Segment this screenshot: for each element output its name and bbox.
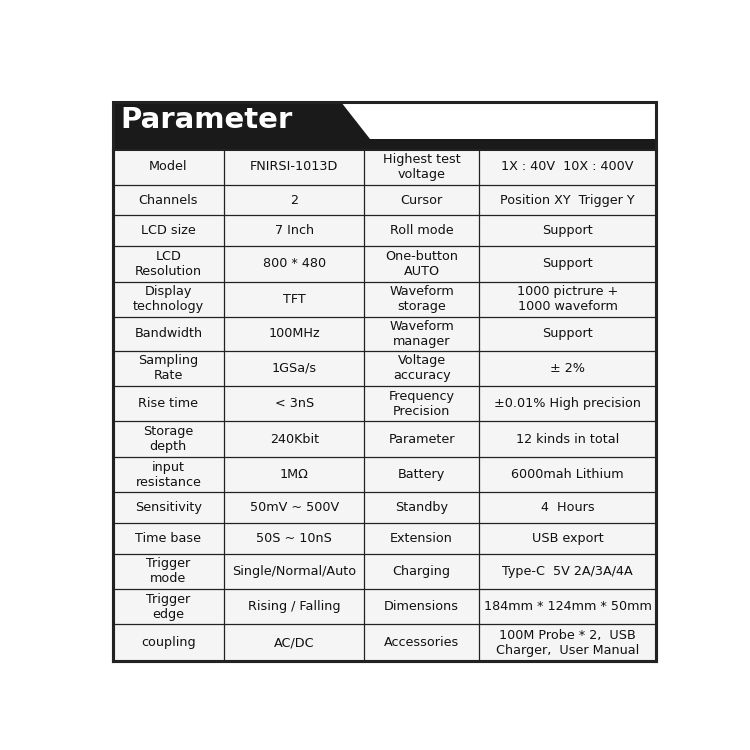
Text: coupling: coupling — [141, 637, 196, 650]
Text: 184mm * 124mm * 50mm: 184mm * 124mm * 50mm — [484, 600, 652, 613]
Text: 50mV ~ 500V: 50mV ~ 500V — [250, 501, 339, 514]
Text: ±0.01% High precision: ±0.01% High precision — [494, 398, 641, 410]
Text: Battery: Battery — [398, 468, 445, 481]
Text: Support: Support — [542, 327, 592, 340]
Text: AC/DC: AC/DC — [274, 637, 314, 650]
Text: Trigger
mode: Trigger mode — [146, 557, 190, 586]
Text: Display
technology: Display technology — [133, 285, 204, 314]
Text: Type-C  5V 2A/3A/4A: Type-C 5V 2A/3A/4A — [502, 565, 633, 578]
Text: TFT: TFT — [283, 292, 305, 306]
Text: Roll mode: Roll mode — [390, 224, 454, 237]
Text: Accessories: Accessories — [384, 637, 459, 650]
Text: USB export: USB export — [532, 532, 603, 544]
Text: Extension: Extension — [390, 532, 453, 544]
Text: Support: Support — [542, 224, 592, 237]
Text: Charging: Charging — [392, 565, 451, 578]
Text: Rising / Falling: Rising / Falling — [248, 600, 340, 613]
Text: input
resistance: input resistance — [136, 460, 201, 488]
Text: Sampling
Rate: Sampling Rate — [138, 355, 199, 382]
Text: Parameter: Parameter — [388, 433, 454, 445]
Text: 2: 2 — [290, 194, 298, 206]
Bar — [112, 149, 656, 662]
Text: Rise time: Rise time — [138, 398, 198, 410]
Text: Waveform
storage: Waveform storage — [389, 285, 454, 314]
Text: Trigger
edge: Trigger edge — [146, 592, 190, 621]
Text: Support: Support — [542, 257, 592, 270]
Text: 50S ~ 10nS: 50S ~ 10nS — [256, 532, 332, 544]
Text: One-button
AUTO: One-button AUTO — [385, 250, 458, 278]
Text: Position XY  Trigger Y: Position XY Trigger Y — [500, 194, 634, 206]
Text: 4  Hours: 4 Hours — [541, 501, 594, 514]
Text: < 3nS: < 3nS — [274, 398, 314, 410]
Text: Time base: Time base — [135, 532, 201, 544]
Text: Voltage
accuracy: Voltage accuracy — [393, 355, 451, 382]
Text: Waveform
manager: Waveform manager — [389, 320, 454, 348]
Text: Dimensions: Dimensions — [384, 600, 459, 613]
Text: 1MΩ: 1MΩ — [280, 468, 309, 481]
Text: 6000mah Lithium: 6000mah Lithium — [512, 468, 624, 481]
Text: 7 Inch: 7 Inch — [274, 224, 314, 237]
Text: 1000 pictrure +
1000 waveform: 1000 pictrure + 1000 waveform — [517, 285, 618, 314]
Text: Channels: Channels — [139, 194, 198, 206]
Text: 1GSa/s: 1GSa/s — [272, 362, 316, 375]
Text: Storage
depth: Storage depth — [143, 425, 194, 453]
Text: Single/Normal/Auto: Single/Normal/Auto — [232, 565, 356, 578]
Text: ± 2%: ± 2% — [550, 362, 585, 375]
Text: 240Kbit: 240Kbit — [270, 433, 319, 445]
Text: Cursor: Cursor — [400, 194, 442, 206]
Polygon shape — [341, 101, 656, 139]
Bar — [112, 139, 656, 149]
Text: LCD size: LCD size — [141, 224, 196, 237]
Text: Sensitivity: Sensitivity — [135, 501, 202, 514]
Text: Parameter: Parameter — [120, 106, 292, 134]
Text: 800 * 480: 800 * 480 — [262, 257, 326, 270]
Text: Standby: Standby — [395, 501, 448, 514]
Text: Highest test
voltage: Highest test voltage — [382, 153, 460, 181]
Text: 1X : 40V  10X : 400V: 1X : 40V 10X : 400V — [501, 160, 634, 173]
Text: 100MHz: 100MHz — [268, 327, 320, 340]
Bar — [112, 101, 656, 139]
Text: LCD
Resolution: LCD Resolution — [135, 250, 202, 278]
Text: FNIRSI-1013D: FNIRSI-1013D — [250, 160, 338, 173]
Text: Model: Model — [149, 160, 188, 173]
Text: Bandwidth: Bandwidth — [134, 327, 202, 340]
Text: 100M Probe * 2,  USB
Charger,  User Manual: 100M Probe * 2, USB Charger, User Manual — [496, 629, 639, 657]
Text: 12 kinds in total: 12 kinds in total — [516, 433, 619, 445]
Text: Frequency
Precision: Frequency Precision — [388, 390, 454, 418]
